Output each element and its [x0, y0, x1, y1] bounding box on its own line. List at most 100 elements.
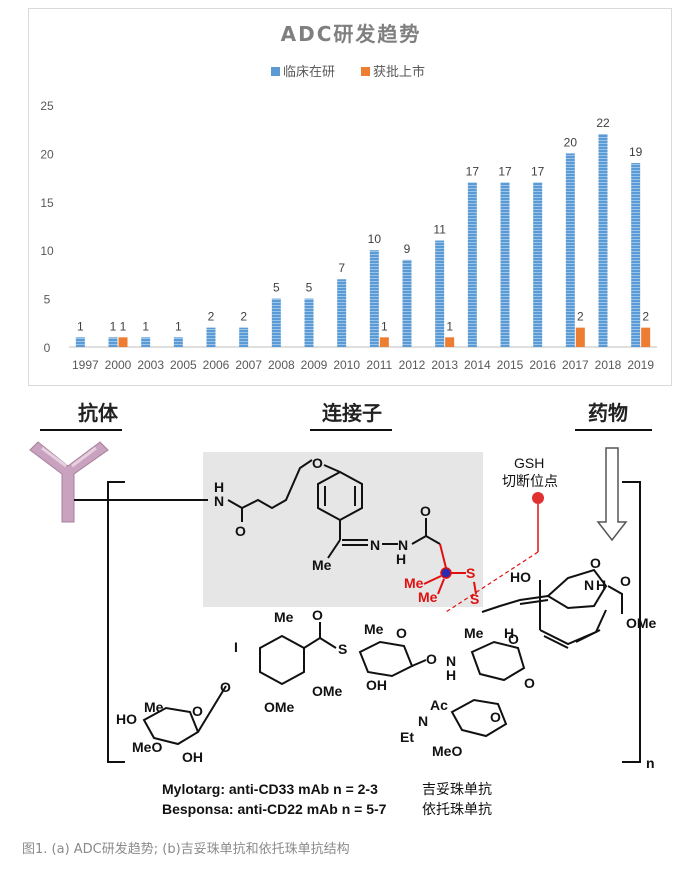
bar-1-11 [445, 337, 455, 347]
header-linker: 连接子 [322, 401, 382, 425]
legend-label-0: 临床在研 [283, 65, 335, 80]
data-label-0-3: 1 [175, 319, 182, 333]
repeat-n: n [646, 755, 655, 771]
hydrazone-n2: N [398, 537, 408, 553]
rhamnose-meo: MeO [132, 739, 162, 755]
x-tick-label-11: 2013 [431, 358, 458, 372]
gsh-cleavage-label: 切断位点 [502, 474, 558, 490]
chart-title: ADC研发趋势 [281, 22, 422, 46]
carbamate-n: N [584, 577, 594, 593]
hydroxylamine-h: H [446, 667, 456, 683]
gsh-label: GSH [514, 455, 544, 471]
bar-0-11 [435, 240, 445, 347]
bar-0-2 [141, 337, 151, 347]
aryl-ome-1: OMe [312, 683, 343, 699]
rhamnose-oh: OH [182, 749, 203, 765]
bar-0-9 [369, 250, 379, 347]
x-tick-label-16: 2018 [595, 358, 622, 372]
data-label-0-15: 20 [564, 135, 578, 149]
linker-box [203, 452, 483, 607]
x-tick-label-13: 2015 [497, 358, 524, 372]
antibody-icon [29, 441, 109, 523]
x-tick-label-6: 2008 [268, 358, 295, 372]
x-tick-label-4: 2006 [203, 358, 230, 372]
data-label-0-6: 5 [273, 281, 280, 295]
bar-0-8 [337, 279, 347, 347]
aryl-methyl: Me [274, 609, 294, 625]
thioester-s: S [338, 641, 347, 657]
besponsa-cn: 依托珠单抗 [422, 802, 492, 818]
bar-0-4 [206, 327, 216, 347]
data-label-1-9: 1 [381, 319, 388, 333]
gem-methyl-2: Me [418, 589, 438, 605]
legend-swatch-0 [271, 67, 280, 76]
hydrazone-n1: N [370, 537, 380, 553]
data-label-1-1: 1 [120, 319, 127, 333]
y-tick-label-2: 10 [40, 244, 54, 258]
data-label-0-1: 1 [110, 319, 117, 333]
sugar2-ring-o: O [508, 631, 519, 647]
sugar2-methyl: Me [464, 625, 484, 641]
disulfide-s1: S [466, 565, 475, 581]
methyl-hydrazone: Me [312, 557, 332, 573]
x-tick-label-7: 2009 [301, 358, 328, 372]
mylotarg-line: Mylotarg: anti-CD33 mAb n = 2-3 [162, 781, 378, 797]
data-label-1-11: 1 [446, 319, 453, 333]
core-ketone: O [590, 555, 601, 571]
chart-panel: ADC研发趋势 临床在研 获批上市 0 5 10 15 20 25 1997 2000 2003… [28, 8, 672, 386]
x-axis: 1997 2000 2003 2005 2006 2007 2008 2009 2010 2011… [69, 346, 657, 372]
ethyl: Et [400, 729, 414, 745]
core-h: H [504, 625, 514, 641]
x-tick-label-3: 2005 [170, 358, 197, 372]
y-axis: 0 5 10 15 20 25 [40, 99, 54, 355]
bar-0-0 [75, 337, 85, 347]
bar-1-15 [575, 327, 585, 347]
x-tick-label-9: 2011 [366, 358, 392, 372]
acyl-o: O [420, 503, 431, 519]
bar-0-6 [271, 298, 281, 347]
data-label-0-17: 19 [629, 145, 643, 159]
glycosyl-o2: O [524, 675, 535, 691]
bar-0-5 [239, 327, 249, 347]
data-label-0-14: 17 [531, 164, 545, 178]
structure-svg: 抗体 连接子 药物 n H N O O [29, 401, 657, 818]
hydrazone-h: H [396, 551, 406, 567]
amide-n: N [214, 493, 224, 509]
besponsa-line: Besponsa: anti-CD22 mAb n = 5-7 [162, 801, 387, 817]
data-label-0-4: 2 [208, 310, 215, 324]
bar-0-16 [598, 134, 608, 347]
carbamate-h: H [596, 577, 606, 593]
bar-0-12 [467, 182, 477, 347]
header-drug: 药物 [588, 401, 628, 425]
rhamnose-ho: HO [116, 711, 137, 727]
x-tick-label-10: 2012 [399, 358, 426, 372]
data-label-1-15: 2 [577, 310, 584, 324]
bar-1-9 [379, 337, 389, 347]
bar-1-17 [641, 327, 651, 347]
linker-structure: H N O O Me N N H O Me [214, 455, 479, 607]
calicheamicin-core: HO O N H O OMe H [481, 555, 657, 649]
x-tick-label-0: 1997 [72, 358, 99, 372]
adc-structure-figure: 抗体 连接子 药物 n H N O O [20, 390, 680, 825]
x-tick-label-2: 2003 [137, 358, 164, 372]
rhamnose-me: Me [144, 699, 164, 715]
cleavage-dashed-line [445, 551, 539, 613]
legend-swatch-1 [361, 67, 370, 76]
x-tick-label-17: 2019 [627, 358, 654, 372]
quaternary-carbon [440, 567, 452, 579]
amide-h: H [214, 479, 224, 495]
data-label-0-2: 1 [142, 319, 149, 333]
data-label-0-9: 10 [368, 232, 382, 246]
data-label-0-5: 2 [240, 310, 247, 324]
mylotarg-cn: 吉妥珠单抗 [422, 782, 492, 798]
amine-n: N [418, 713, 428, 729]
bars [75, 134, 651, 347]
carbamate-ome: OMe [626, 615, 657, 631]
bar-0-1 [108, 337, 118, 347]
thioester-o: O [312, 607, 323, 623]
bar-0-14 [533, 182, 543, 347]
acetyl: Ac [430, 697, 448, 713]
y-tick-label-5: 25 [40, 99, 54, 113]
